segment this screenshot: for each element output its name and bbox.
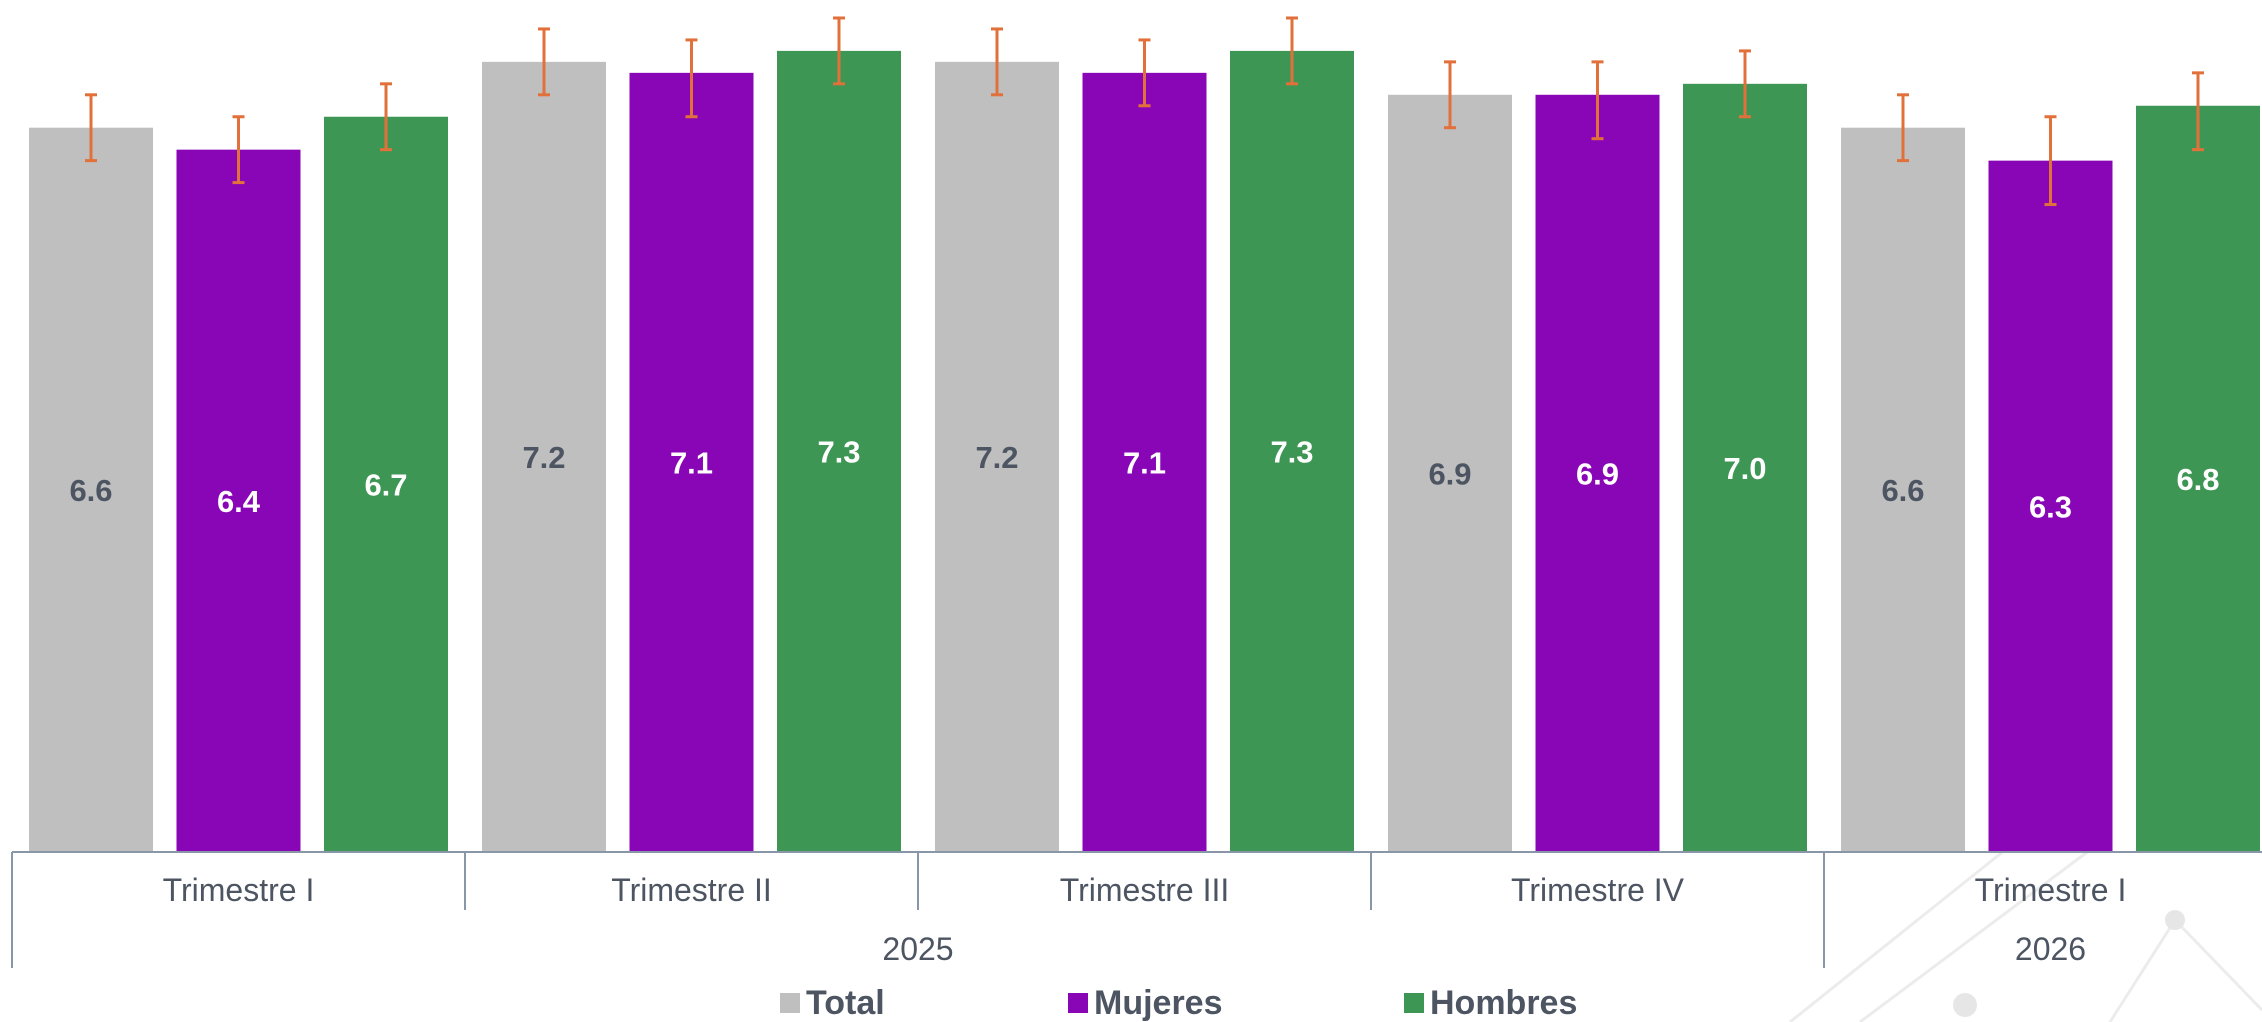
tick-label-quarter-1: Trimestre II <box>611 872 772 908</box>
data-label-mujeres-0: 6.4 <box>217 484 261 519</box>
tick-label-year-0: 2025 <box>882 931 953 967</box>
error-bar-hombres-2 <box>1286 16 1298 86</box>
data-label-total-2: 7.2 <box>975 440 1018 475</box>
legend-swatch-hombres <box>1404 993 1424 1013</box>
error-bar-mujeres-3 <box>1591 60 1604 141</box>
data-label-hombres-0: 6.7 <box>364 467 407 502</box>
error-bar-mujeres-1 <box>685 38 698 119</box>
legend-item-hombres: Hombres <box>1404 984 1577 1022</box>
data-label-total-3: 6.9 <box>1428 456 1471 491</box>
background-decoration <box>1789 828 2262 1022</box>
data-label-hombres-4: 6.8 <box>2176 462 2219 497</box>
bar-mujeres-3 <box>1535 94 1660 852</box>
error-bar-total-4 <box>1897 93 1909 163</box>
legend-label-mujeres: Mujeres <box>1094 984 1223 1022</box>
error-bar-total-3 <box>1444 60 1456 130</box>
error-bar-mujeres-2 <box>1138 38 1151 108</box>
bar-hombres-2 <box>1230 50 1354 852</box>
bar-total-1 <box>482 61 606 853</box>
tick-label-quarter-2: Trimestre III <box>1060 872 1229 908</box>
bar-layer <box>29 50 2260 853</box>
legend: Total Mujeres Hombres <box>780 984 1577 1022</box>
error-bar-hombres-4 <box>2192 71 2204 152</box>
bar-total-4 <box>1841 127 1965 852</box>
data-label-mujeres-4: 6.3 <box>2029 489 2072 524</box>
data-label-total-1: 7.2 <box>522 440 565 475</box>
bar-hombres-4 <box>2136 105 2260 852</box>
bar-hombres-0 <box>324 116 448 853</box>
data-label-layer: 6.6 6.4 6.7 7.2 7.1 7.3 7.2 7.1 7.3 6.9 6.9 7.0 6.6 6… <box>69 434 2219 524</box>
error-bar-mujeres-4 <box>2044 115 2057 207</box>
error-bar-total-2 <box>991 27 1003 97</box>
error-bar-total-0 <box>85 93 97 163</box>
error-bar-hombres-0 <box>380 82 392 152</box>
data-label-hombres-3: 7.0 <box>1723 451 1766 486</box>
data-label-mujeres-2: 7.1 <box>1123 445 1166 480</box>
error-bar-total-1 <box>538 27 550 97</box>
bar-hombres-3 <box>1683 83 1807 853</box>
legend-swatch-mujeres <box>1068 993 1088 1013</box>
tick-label-quarter-4: Trimestre I <box>1975 872 2127 908</box>
bar-total-0 <box>29 127 153 852</box>
bar-mujeres-4 <box>1988 160 2113 853</box>
bar-mujeres-0 <box>176 149 301 852</box>
category-axis: Trimestre I Trimestre II Trimestre III Trim… <box>11 851 2262 968</box>
legend-label-hombres: Hombres <box>1430 984 1577 1022</box>
bar-total-2 <box>935 61 1059 853</box>
data-label-hombres-1: 7.3 <box>817 434 860 469</box>
data-label-mujeres-3: 6.9 <box>1576 456 1619 491</box>
tick-label-quarter-0: Trimestre I <box>163 872 315 908</box>
data-label-mujeres-1: 7.1 <box>670 445 713 480</box>
bar-mujeres-1 <box>629 72 754 852</box>
bar-hombres-1 <box>777 50 901 852</box>
error-bar-hombres-1 <box>833 16 845 86</box>
error-bar-mujeres-0 <box>232 115 245 185</box>
legend-swatch-total <box>780 993 800 1013</box>
bar-total-3 <box>1388 94 1512 852</box>
legend-item-mujeres: Mujeres <box>1068 984 1223 1022</box>
data-label-total-0: 6.6 <box>69 473 112 508</box>
error-bar-hombres-3 <box>1739 49 1751 119</box>
data-label-total-4: 6.6 <box>1881 473 1924 508</box>
data-label-hombres-2: 7.3 <box>1270 434 1313 469</box>
bar-mujeres-2 <box>1082 72 1207 852</box>
legend-item-total: Total <box>780 984 885 1022</box>
error-bar-layer <box>85 16 2204 207</box>
tick-label-quarter-3: Trimestre IV <box>1511 872 1685 908</box>
legend-label-total: Total <box>806 984 885 1022</box>
tick-label-year-1: 2026 <box>2015 931 2086 967</box>
